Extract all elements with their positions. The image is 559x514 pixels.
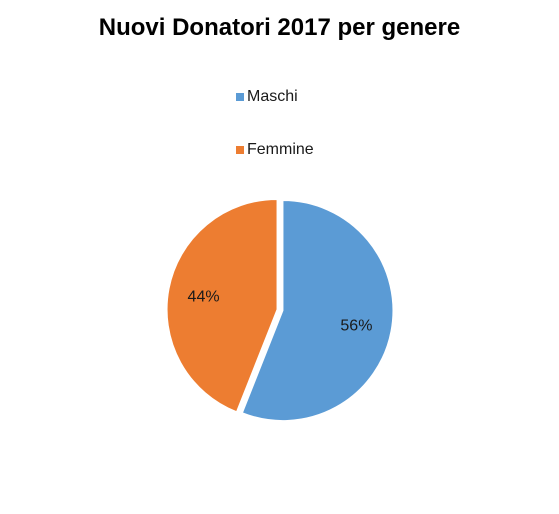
legend-swatch-maschi bbox=[236, 93, 244, 101]
chart-title: Nuovi Donatori 2017 per genere bbox=[98, 14, 461, 41]
pie-slice-maschi bbox=[241, 200, 394, 422]
legend-label-maschi: Maschi bbox=[247, 88, 298, 105]
legend-label-femmine: Femmine bbox=[247, 141, 314, 158]
legend-swatch-femmine bbox=[236, 146, 244, 154]
legend-item-femmine: Femmine bbox=[236, 141, 314, 159]
slice-label-femmine: 44% bbox=[188, 288, 220, 305]
pie-slice-femmine bbox=[166, 198, 278, 413]
legend-item-maschi: Maschi bbox=[236, 88, 298, 106]
slice-label-maschi: 56% bbox=[340, 318, 372, 335]
